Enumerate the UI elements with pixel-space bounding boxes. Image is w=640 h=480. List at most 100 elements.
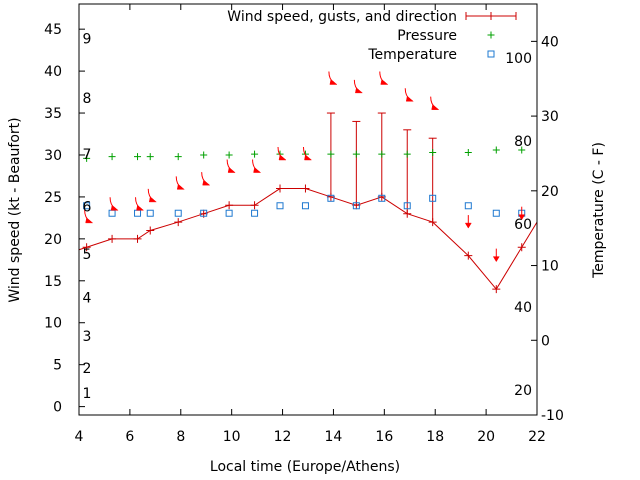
- wind-direction-arrowhead: [464, 222, 472, 229]
- right-tick-label: 20: [541, 184, 559, 200]
- temperature-point: [301, 202, 309, 210]
- beaufort-label: 7: [83, 147, 92, 163]
- left-tick-label: 30: [44, 148, 62, 164]
- wind-direction-arrowhead: [202, 179, 211, 186]
- x-tick-label: 8: [176, 429, 185, 445]
- legend-temperature-marker: [487, 50, 495, 58]
- temperature-point: [251, 209, 259, 217]
- wind-speed-point: [403, 209, 412, 218]
- wind-direction-arrowhead: [148, 196, 157, 203]
- wind-direction-arrowhead: [227, 167, 236, 173]
- x-axis-title: Local time (Europe/Athens): [210, 459, 400, 475]
- temperature-point: [429, 194, 437, 202]
- direction-arrows: [84, 71, 526, 263]
- wind-speed-point: [517, 243, 526, 252]
- wind-direction-arrowhead: [329, 79, 338, 85]
- fahrenheit-label: 40: [514, 300, 532, 316]
- legend-temperature-sample: [487, 50, 495, 58]
- legend-pressure-sample: [487, 31, 495, 39]
- left-tick-label: 20: [44, 232, 62, 248]
- beaufort-label: 5: [83, 247, 92, 263]
- fahrenheit-label: 80: [514, 134, 532, 150]
- temperature-point: [174, 209, 182, 217]
- wind-direction-arrowhead: [176, 183, 185, 190]
- plot-border: [78, 3, 538, 416]
- pressure-point: [225, 151, 233, 159]
- x-tick-label: 4: [75, 429, 84, 445]
- x-tick-label: 22: [528, 429, 546, 445]
- legend-temperature-label: Temperature: [367, 47, 457, 63]
- beaufort-label: 2: [83, 361, 92, 377]
- pressure-point: [464, 148, 472, 156]
- beaufort-label: 8: [83, 91, 92, 107]
- left-axis-title: Wind speed (kt - Beaufort): [7, 117, 23, 302]
- pressure-point: [403, 150, 411, 158]
- wind-speed-point: [276, 184, 285, 193]
- right-tick-label: -10: [541, 408, 564, 424]
- temperature-point: [403, 202, 411, 210]
- wind-speed-point: [146, 226, 155, 235]
- left-tick-label: 5: [53, 358, 62, 374]
- temperature-point: [200, 209, 208, 217]
- beaufort-label: 1: [83, 386, 92, 402]
- wind-speed-point: [108, 234, 117, 243]
- temperature-point: [108, 209, 116, 217]
- wind-direction-arrowhead: [278, 154, 287, 161]
- tick-labels: 4 6 8 10 12 14 16 18 20 2205101520253035404512345…: [44, 22, 564, 445]
- wind-direction-arrowhead: [405, 95, 414, 102]
- wind-direction-arrowhead: [380, 79, 389, 85]
- left-tick-label: 40: [44, 64, 62, 80]
- legend-wind-marker: [487, 12, 495, 20]
- fahrenheit-label: 60: [514, 217, 532, 233]
- right-tick-label: 0: [541, 333, 550, 349]
- temperature-point: [83, 202, 91, 210]
- chart-ticks: [78, 4, 538, 416]
- left-tick-label: 0: [53, 400, 62, 416]
- temperature-point: [378, 194, 386, 202]
- wind-direction-arrowhead: [492, 256, 500, 263]
- beaufort-label: 3: [83, 329, 92, 345]
- wind-speed-point: [492, 285, 501, 294]
- wind-speed-point: [133, 234, 142, 243]
- wind-speed-point: [301, 184, 310, 193]
- wind-speed-point: [174, 218, 183, 227]
- x-tick-label: 6: [125, 429, 134, 445]
- legend: Wind speed, gusts, and direction Pressur…: [227, 9, 517, 63]
- pressure-point: [251, 150, 259, 158]
- pressure-point: [83, 154, 91, 162]
- left-tick-label: 25: [44, 190, 62, 206]
- temperature-point: [225, 209, 233, 217]
- left-tick-label: 35: [44, 106, 62, 122]
- wind-direction-arrowhead: [136, 204, 145, 211]
- left-tick-label: 10: [44, 316, 62, 332]
- fahrenheit-label: 20: [514, 383, 532, 399]
- wind-direction-arrowhead: [253, 167, 262, 173]
- x-tick-label: 18: [426, 429, 444, 445]
- wind-direction-arrowhead: [518, 214, 526, 221]
- pressure-point: [108, 153, 116, 161]
- temperature-point: [146, 209, 154, 217]
- pressure-point: [518, 146, 526, 154]
- pressure-point: [174, 153, 182, 161]
- wind-direction-arrowhead: [355, 87, 364, 94]
- temperature-point: [464, 202, 472, 210]
- temperature-point: [134, 209, 142, 217]
- wind-speed-point: [428, 218, 437, 227]
- pressure-point: [200, 151, 208, 159]
- legend-pressure-label: Pressure: [397, 28, 457, 44]
- right-tick-label: 30: [541, 109, 559, 125]
- fahrenheit-label: 100: [505, 51, 532, 67]
- gust-bars: [326, 112, 437, 223]
- wind-speed-point: [225, 201, 234, 210]
- left-tick-label: 15: [44, 274, 62, 290]
- pressure-point: [352, 150, 360, 158]
- wind-speed-point: [464, 251, 473, 260]
- wind-direction-arrowhead: [304, 154, 313, 161]
- pressure-point: [146, 153, 154, 161]
- pressure-point: [429, 148, 437, 156]
- x-tick-label: 16: [375, 429, 393, 445]
- pressure-point: [327, 150, 335, 158]
- legend-pressure-marker: [487, 31, 495, 39]
- right-axis-title: Temperature (C - F): [591, 142, 607, 279]
